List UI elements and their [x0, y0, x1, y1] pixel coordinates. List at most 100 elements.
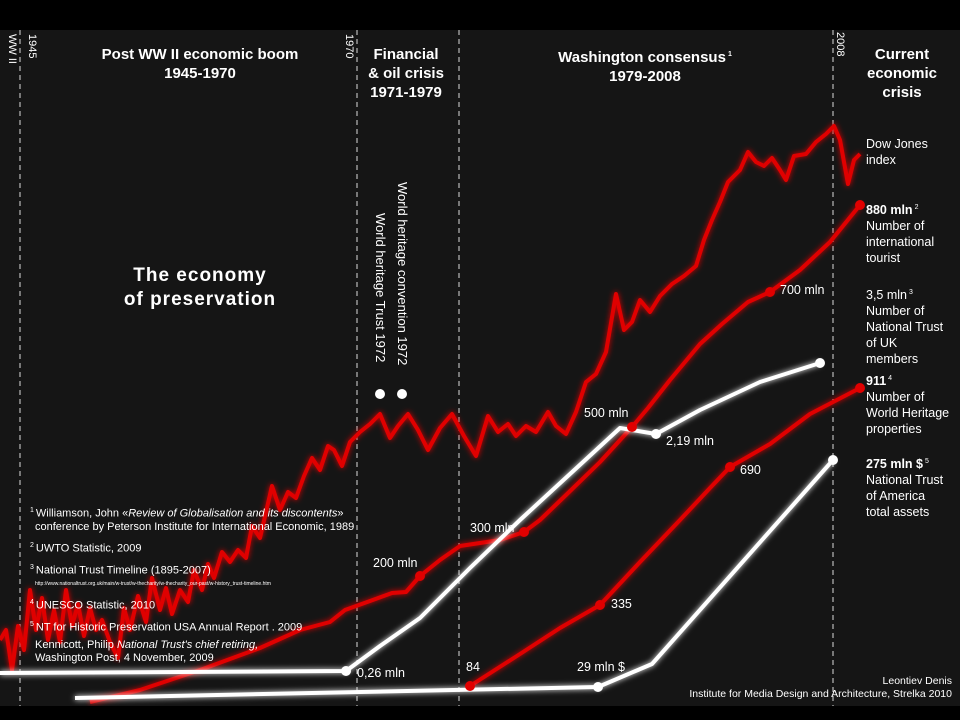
- tourist-point-300: [519, 527, 529, 537]
- trust-us-point-29: [593, 682, 603, 692]
- era-header-postwar: Post WW II economic boom 1945-1970: [90, 45, 310, 83]
- event-dot-trust: [375, 389, 385, 399]
- heritage-point-911: [855, 383, 865, 393]
- era-title-2: & oil crisis: [368, 65, 444, 82]
- legend-line: index: [866, 153, 896, 167]
- label-tourist-200: 200 mln: [373, 556, 418, 570]
- footnote-text: Kennicott, Philip: [35, 639, 117, 652]
- footnote-1-line2: conference by Peterson Institute for Int…: [35, 520, 355, 533]
- footnote-number: 1: [30, 507, 34, 514]
- heritage-point-690: [725, 462, 735, 472]
- era-title: Post WW II economic boom: [101, 46, 299, 63]
- footnote-1: 1 Williamson, John «Review of Globalisati…: [30, 504, 354, 521]
- label-trustus-29: 29 mln $: [577, 660, 625, 674]
- legend-trust-america: 275 mln $5 National Trust of America tot…: [866, 454, 943, 520]
- footnote-6-line2: Washington Post, 4 November, 2009: [35, 652, 214, 665]
- legend-line: tourist: [866, 251, 901, 266]
- footnote-ref: 2: [914, 204, 919, 211]
- title-line-1: The economy: [133, 265, 267, 286]
- footnote-number: 5: [30, 620, 34, 628]
- year-marker-2008: 2008: [834, 32, 846, 57]
- footnote-5: 5 NT for Historic Preservation USA Annual…: [30, 618, 354, 635]
- footnote-3: 3 National Trust Timeline (1895-2007) htt…: [30, 561, 354, 591]
- trust-point-026: [341, 666, 351, 676]
- legend-line: World Heritage: [866, 406, 950, 421]
- legend-line: members: [866, 352, 919, 367]
- tourist-point-700: [765, 287, 775, 297]
- era-years: 1945-1970: [164, 65, 236, 82]
- legend-value: 911: [866, 374, 887, 389]
- legend-tourists: 880 mln 2 Number of international tourist: [866, 200, 934, 266]
- footnote-ref: 5: [924, 458, 929, 465]
- heritage-point-84: [465, 681, 475, 691]
- footnote-text: »: [337, 507, 344, 520]
- label-whp-84: 84: [466, 660, 480, 674]
- era-title-3: crisis: [882, 84, 922, 101]
- tourist-point-500: [627, 422, 637, 432]
- heritage-properties-line: [468, 386, 861, 688]
- footnote-text: UNESCO Statistic, 2010: [35, 599, 156, 612]
- legend-line: properties: [866, 422, 922, 437]
- era-years: 1979-2008: [609, 68, 681, 85]
- legend-trust-uk: 3,5 mln 3 Number of National Trust of UK …: [866, 285, 943, 367]
- legend-line: National Trust: [866, 473, 944, 488]
- footnote-text: Williamson, John «: [35, 507, 129, 520]
- series-lines: [0, 124, 862, 704]
- footnote-4: 4 UNESCO Statistic, 2010: [30, 596, 354, 613]
- tourists-line: [89, 203, 862, 704]
- footnote-url: http://www.nationaltrust.org.uk/main/w-t…: [35, 580, 271, 587]
- trust-us-point-275: [828, 455, 838, 465]
- era-header-financial: Financial & oil crisis 1971-1979: [356, 45, 456, 102]
- footnote-ref: 1: [727, 51, 732, 58]
- footnotes: 1 Williamson, John «Review of Globalisati…: [30, 504, 354, 665]
- page-title: The economy of preservation: [80, 264, 320, 312]
- footnote-number: 2: [30, 541, 34, 549]
- era-title: Financial: [373, 46, 439, 63]
- legend-line: of UK: [866, 336, 898, 351]
- legend-line: Number of: [866, 304, 925, 319]
- legend-heritage-properties: 911 4 Number of World Heritage properties: [866, 371, 949, 437]
- era-title: Current: [874, 46, 930, 63]
- title-line-2: of preservation: [123, 289, 277, 310]
- footnote-ref: 4: [888, 375, 893, 382]
- chart-canvas: [0, 30, 865, 706]
- era-header-current: Current economic crisis: [852, 45, 952, 102]
- chart-panel: WW II 1945 1970 2008 Post WW II economic…: [0, 30, 960, 706]
- era-title: Washington consensus: [558, 49, 726, 66]
- label-tourist-700: 700 mln: [780, 283, 825, 297]
- legend-line: of America: [866, 489, 926, 504]
- footnote-text: National Trust Timeline (1895-2007): [35, 564, 211, 577]
- legend-value: 275 mln $: [866, 457, 923, 472]
- era-dividers: [19, 30, 834, 706]
- year-marker-1945: 1945: [26, 34, 38, 59]
- trust-america-line: [74, 458, 835, 700]
- series-points: [341, 200, 865, 692]
- footnote-number: 4: [30, 598, 34, 606]
- legend-line: Number of: [866, 390, 925, 405]
- footnote-title: Review of Globalisation and its disconte…: [128, 507, 338, 520]
- label-tourist-300: 300 mln: [470, 521, 515, 535]
- event-dot-convention: [397, 389, 407, 399]
- year-marker-1970: 1970: [343, 34, 355, 59]
- trust-point-219: [651, 429, 661, 439]
- era-header-washington: Washington consensus 1 1979-2008: [540, 45, 750, 86]
- tourist-point-880: [855, 200, 865, 210]
- legend-line: National Trust: [866, 320, 944, 335]
- credit: Leontiev Denis Institute for Media Desig…: [689, 675, 952, 701]
- legend-line: total assets: [866, 505, 930, 520]
- event-label-convention: World heritage convention 1972: [395, 182, 410, 366]
- credit-author: Leontiev Denis: [882, 675, 952, 687]
- footnote-text: UWTO Statistic, 2009: [35, 542, 142, 555]
- footnote-text: NT for Historic Preservation USA Annual …: [35, 621, 303, 634]
- credit-institution: Institute for Media Design and Architect…: [689, 688, 952, 700]
- legend-dow-jones: Dow Jones index: [866, 136, 928, 168]
- footnote-2: 2 UWTO Statistic, 2009: [30, 539, 354, 556]
- era-years: 1971-1979: [370, 84, 442, 101]
- label-trust-026: 0,26 mln: [357, 666, 405, 680]
- dow-jones-line: [0, 124, 862, 672]
- footnote-ref: 3: [909, 289, 913, 296]
- heritage-point-335: [595, 600, 605, 610]
- tourist-point-200: [415, 571, 425, 581]
- footnote-number: 3: [30, 564, 34, 572]
